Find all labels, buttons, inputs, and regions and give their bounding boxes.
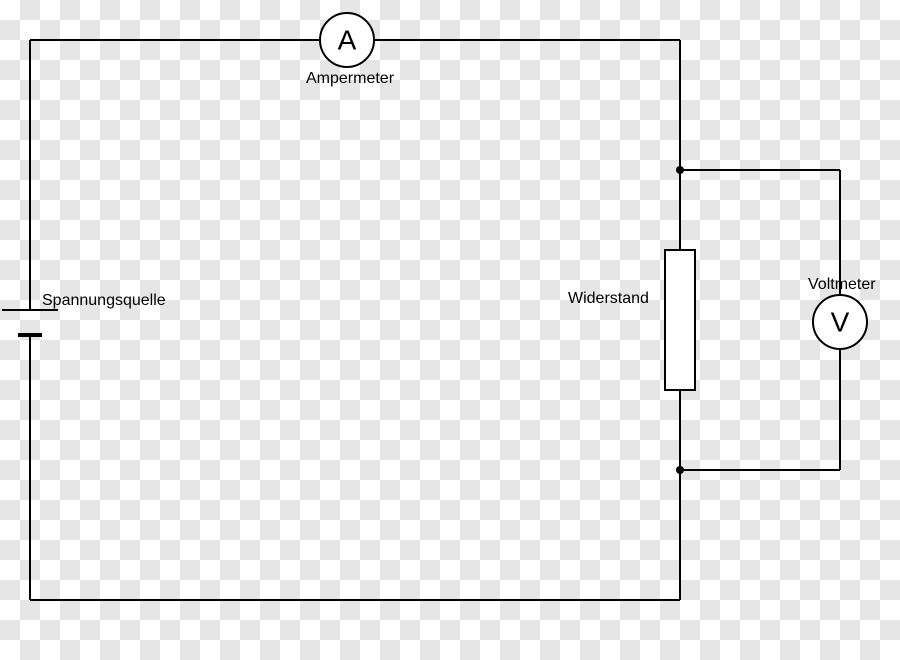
voltmeter-icon: V [813, 295, 867, 349]
resistor-label: Widerstand [568, 290, 649, 308]
voltage-source-label: Spannungsquelle [42, 292, 166, 310]
resistor-icon [665, 250, 695, 390]
svg-text:V: V [831, 307, 850, 338]
circuit-diagram: A V Spannungsquelle Ampermeter Widerstan… [0, 0, 900, 660]
circuit-svg: A V [0, 0, 900, 660]
svg-text:A: A [338, 25, 357, 56]
ammeter-label: Ampermeter [306, 70, 394, 88]
voltmeter-label: Voltmeter [808, 276, 876, 294]
wires [30, 40, 840, 600]
ammeter-icon: A [320, 13, 374, 67]
voltage-source-icon [2, 310, 58, 335]
